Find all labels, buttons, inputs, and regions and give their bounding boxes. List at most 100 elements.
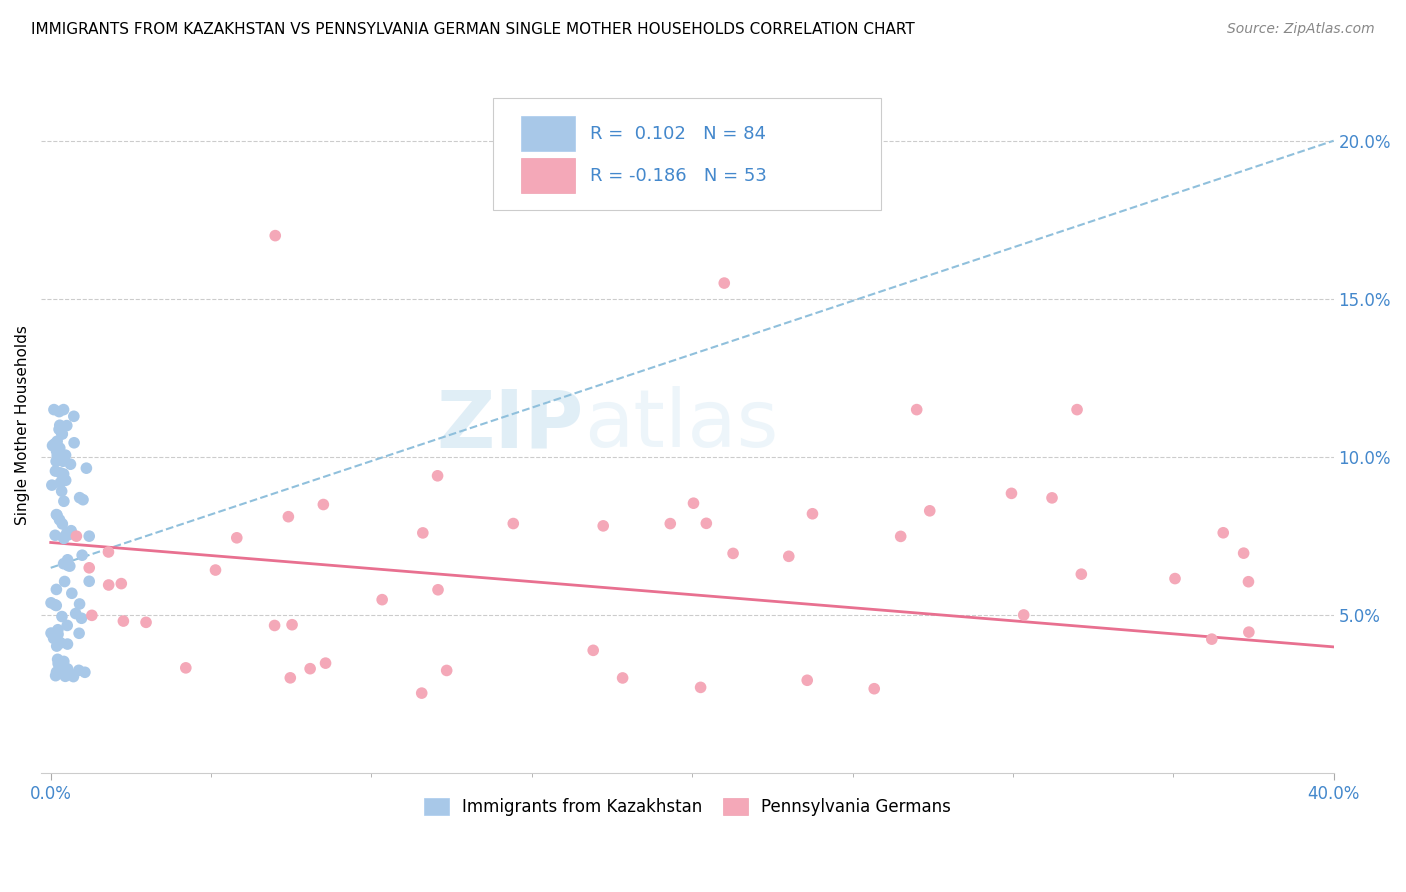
Point <box>1212 525 1234 540</box>
Point <box>56 558 79 573</box>
Point <box>42 402 65 417</box>
Point <box>52 654 75 668</box>
Point <box>264 228 287 243</box>
Point <box>59 559 82 574</box>
Point <box>801 507 824 521</box>
Point <box>1040 491 1063 505</box>
Point <box>45 665 67 679</box>
Point <box>436 664 458 678</box>
Point <box>55 448 77 462</box>
Point <box>60 524 83 538</box>
Point <box>51 609 73 624</box>
Point <box>592 519 614 533</box>
FancyBboxPatch shape <box>494 98 882 210</box>
Point <box>312 498 335 512</box>
Point <box>1164 572 1187 586</box>
Point <box>110 576 132 591</box>
Point <box>52 530 75 544</box>
Point <box>52 532 75 546</box>
Point <box>65 607 87 621</box>
Point <box>51 427 73 442</box>
Point <box>1201 632 1223 647</box>
Point <box>44 437 66 451</box>
Y-axis label: Single Mother Households: Single Mother Households <box>15 326 30 525</box>
Point <box>65 529 87 543</box>
Point <box>49 450 72 464</box>
Point <box>135 615 157 630</box>
Point <box>51 484 73 499</box>
Point <box>46 449 69 463</box>
Point <box>39 626 62 640</box>
Point <box>52 557 75 571</box>
Point <box>721 546 744 560</box>
Text: R = -0.186   N = 53: R = -0.186 N = 53 <box>591 167 768 185</box>
Point <box>225 531 247 545</box>
Point <box>48 418 70 433</box>
Point <box>53 574 76 589</box>
Point <box>63 435 86 450</box>
Point <box>42 632 65 646</box>
Point <box>918 504 941 518</box>
Point <box>77 574 100 589</box>
Point <box>56 553 79 567</box>
Point <box>69 491 91 505</box>
Point <box>426 468 449 483</box>
Point <box>56 662 79 676</box>
Point <box>278 671 301 685</box>
Point <box>689 681 711 695</box>
Text: IMMIGRANTS FROM KAZAKHSTAN VS PENNSYLVANIA GERMAN SINGLE MOTHER HOUSEHOLDS CORRE: IMMIGRANTS FROM KAZAKHSTAN VS PENNSYLVAN… <box>31 22 915 37</box>
Text: Source: ZipAtlas.com: Source: ZipAtlas.com <box>1227 22 1375 37</box>
Point <box>45 639 67 653</box>
Point <box>1070 567 1092 582</box>
Point <box>45 599 67 613</box>
Point <box>53 669 76 683</box>
Point <box>1066 402 1088 417</box>
Point <box>48 422 70 436</box>
Point <box>49 475 72 490</box>
Point <box>56 618 79 632</box>
Point <box>46 508 69 522</box>
Point <box>41 478 63 492</box>
Point <box>49 450 72 465</box>
Point <box>863 681 886 696</box>
Point <box>70 611 93 625</box>
Text: atlas: atlas <box>583 386 779 465</box>
Point <box>44 598 66 612</box>
Point <box>60 586 83 600</box>
Point <box>97 578 120 592</box>
Point <box>48 635 70 649</box>
Text: ZIP: ZIP <box>437 386 583 465</box>
Point <box>51 426 73 441</box>
FancyBboxPatch shape <box>520 158 575 193</box>
Point <box>695 516 717 531</box>
Point <box>682 496 704 510</box>
Point <box>277 509 299 524</box>
Point <box>1233 546 1256 560</box>
Point <box>46 657 69 671</box>
Point <box>56 418 79 433</box>
Point <box>427 582 450 597</box>
Point <box>67 664 90 678</box>
Point <box>42 628 65 642</box>
Point <box>52 402 75 417</box>
Point <box>45 454 67 468</box>
Point <box>39 596 62 610</box>
Point <box>63 409 86 424</box>
Point <box>112 614 135 628</box>
Point <box>44 464 66 478</box>
Point <box>49 441 72 455</box>
Point <box>45 508 67 522</box>
Point <box>371 592 394 607</box>
Point <box>263 618 285 632</box>
Point <box>281 617 304 632</box>
Point <box>174 661 197 675</box>
Point <box>582 643 605 657</box>
Point <box>411 686 433 700</box>
Point <box>46 434 69 449</box>
Point <box>48 663 70 677</box>
Point <box>299 662 322 676</box>
Point <box>62 670 84 684</box>
Point <box>53 659 76 673</box>
Point <box>48 404 70 418</box>
Point <box>67 626 90 640</box>
